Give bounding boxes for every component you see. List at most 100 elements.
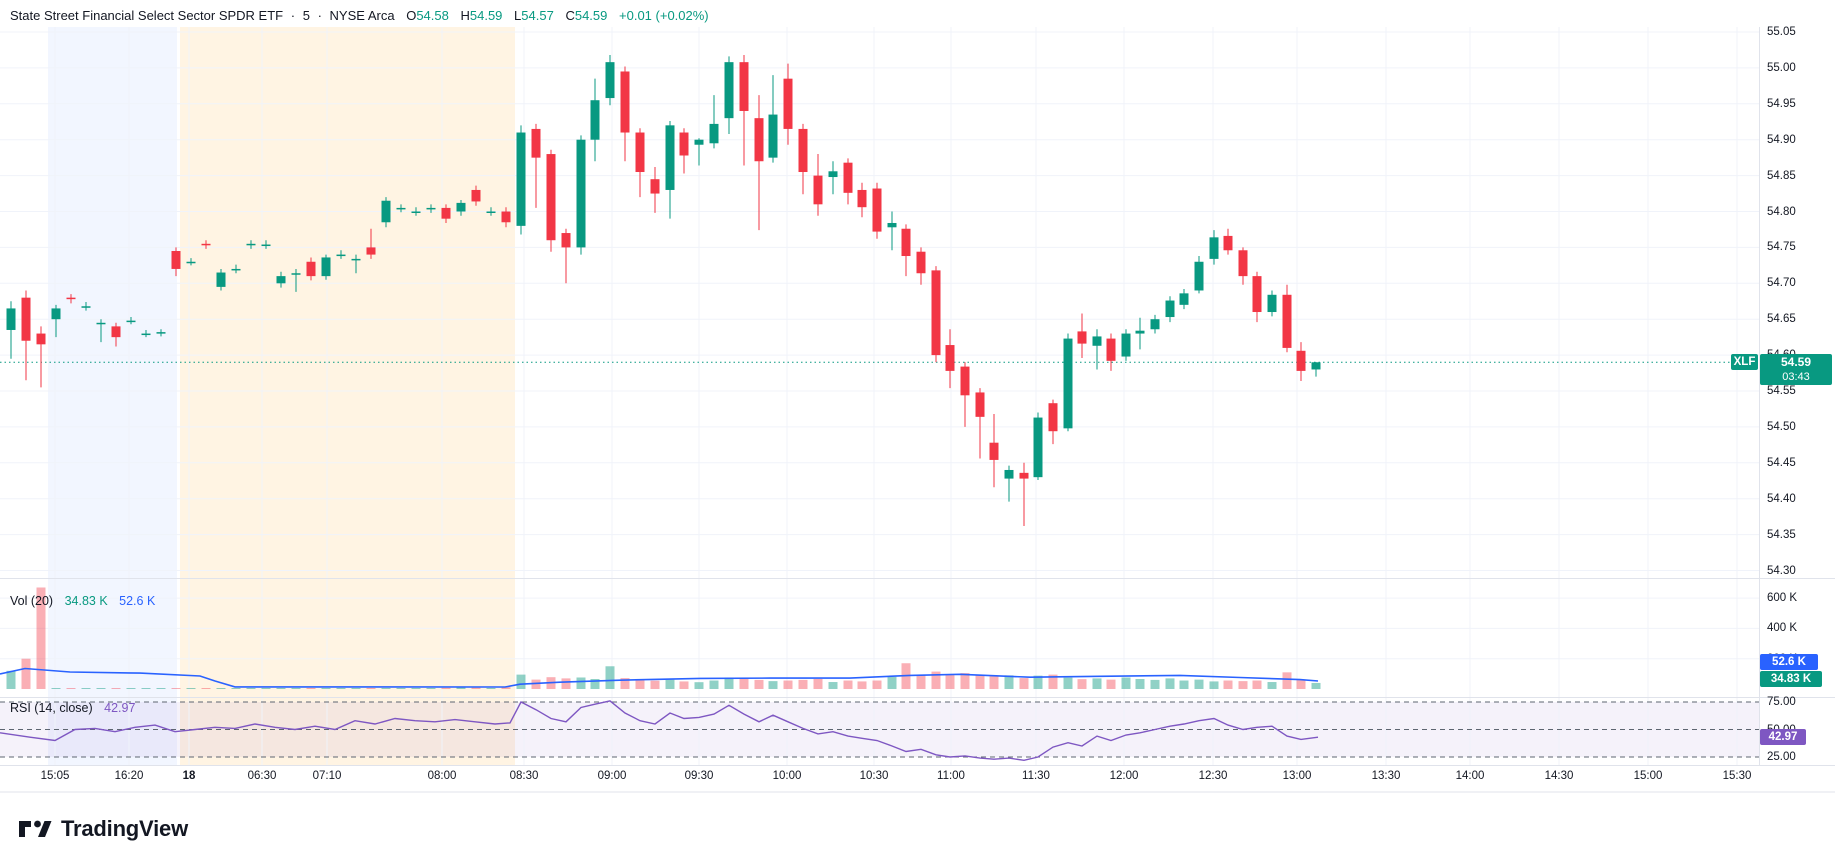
tradingview-logo[interactable]: TradingView bbox=[18, 816, 188, 842]
candle-body bbox=[709, 123, 719, 144]
volume-indicator-label: Vol (20) bbox=[10, 594, 54, 608]
time-axis-label: 06:30 bbox=[247, 770, 277, 782]
price-axis-label: 54.30 bbox=[1767, 564, 1796, 577]
volume-bar bbox=[576, 677, 586, 689]
volume-bar bbox=[1106, 679, 1116, 689]
time-axis-label: 13:30 bbox=[1371, 770, 1401, 782]
volume-bar bbox=[1048, 674, 1058, 689]
candle-body bbox=[1150, 319, 1160, 330]
candle-body bbox=[351, 258, 361, 261]
symbol-legend[interactable]: State Street Financial Select Sector SPD… bbox=[10, 8, 709, 23]
candle-body bbox=[931, 270, 941, 356]
candle-body bbox=[901, 228, 911, 257]
volume-bar bbox=[1223, 680, 1233, 689]
candle-body bbox=[1033, 417, 1043, 478]
rsi-axis-label: 25.00 bbox=[1767, 751, 1796, 763]
candle-body bbox=[261, 244, 271, 247]
volume-bar bbox=[783, 680, 793, 689]
volume-bar bbox=[635, 679, 645, 689]
candle-body bbox=[1282, 294, 1292, 348]
candle-body bbox=[665, 125, 675, 190]
candle-body bbox=[1121, 333, 1131, 357]
candle-body bbox=[51, 308, 61, 320]
volume-bar bbox=[411, 688, 421, 689]
candle-body bbox=[576, 139, 586, 248]
change-value: +0.01 (+0.02%) bbox=[619, 8, 709, 23]
candle-body bbox=[66, 297, 76, 300]
time-axis-label: 14:00 bbox=[1455, 770, 1485, 782]
volume-ma-value: 52.6 K bbox=[119, 594, 156, 608]
time-axis-label: 10:30 bbox=[859, 770, 889, 782]
time-axis-label: 16:20 bbox=[114, 770, 144, 782]
candle-body bbox=[754, 118, 764, 162]
candle-body bbox=[1135, 330, 1145, 334]
volume-bar bbox=[945, 674, 955, 689]
candle-body bbox=[81, 306, 91, 308]
candle-body bbox=[813, 175, 823, 205]
close-value: 54.59 bbox=[574, 8, 608, 23]
volume-bar bbox=[768, 681, 778, 689]
symbol-price-line-badge: XLF bbox=[1731, 354, 1758, 371]
time-axis-label: 10:00 bbox=[772, 770, 802, 782]
volume-bar bbox=[216, 688, 226, 689]
open-label: O bbox=[406, 8, 417, 23]
volume-bar bbox=[620, 678, 630, 689]
volume-bar bbox=[291, 688, 301, 689]
volume-last-value: 34.83 K bbox=[64, 594, 108, 608]
volume-bar bbox=[21, 658, 31, 689]
candle-body bbox=[1296, 350, 1306, 371]
volume-bar bbox=[81, 688, 91, 689]
candle-body bbox=[381, 200, 391, 223]
candle-body bbox=[1077, 331, 1087, 344]
volume-bar bbox=[51, 688, 61, 689]
candle-body bbox=[857, 189, 867, 208]
time-axis-label: 12:00 bbox=[1109, 770, 1139, 782]
candle-body bbox=[6, 308, 16, 330]
volume-bar bbox=[396, 688, 406, 689]
volume-bar bbox=[931, 671, 941, 689]
candle-body bbox=[126, 320, 136, 323]
rsi-legend[interactable]: RSI (14, close) 42.97 bbox=[10, 701, 135, 715]
low-value: 54.57 bbox=[521, 8, 554, 23]
candle-body bbox=[96, 322, 106, 325]
candle-body bbox=[471, 189, 481, 202]
rsi-indicator-label: RSI (14, close) bbox=[10, 701, 93, 715]
candle-body bbox=[975, 392, 985, 417]
candle-body bbox=[1048, 403, 1058, 432]
volume-bar bbox=[1179, 680, 1189, 689]
time-axis-label: 13:00 bbox=[1282, 770, 1312, 782]
candle-body bbox=[396, 207, 406, 210]
candle-body bbox=[216, 272, 226, 287]
candle-body bbox=[590, 100, 600, 140]
candle-body bbox=[516, 132, 526, 226]
volume-bar bbox=[1252, 680, 1262, 689]
volume-ma-badge: 52.6 K bbox=[1760, 653, 1818, 670]
price-axis-label: 54.40 bbox=[1767, 492, 1796, 505]
price-axis-label: 54.35 bbox=[1767, 528, 1796, 541]
candle-body bbox=[501, 211, 511, 223]
time-axis-label: 12:30 bbox=[1198, 770, 1228, 782]
volume-bar bbox=[1209, 681, 1219, 689]
price-axis-label: 54.65 bbox=[1767, 313, 1796, 326]
candle-body bbox=[694, 139, 704, 145]
volume-bar bbox=[709, 680, 719, 689]
exchange-label: NYSE Arca bbox=[329, 8, 395, 23]
volume-bar bbox=[872, 680, 882, 689]
candle-body bbox=[1209, 237, 1219, 259]
high-label: H bbox=[460, 8, 470, 23]
candle-body bbox=[872, 188, 882, 232]
tradingview-logo-icon bbox=[19, 820, 52, 837]
candle-body bbox=[336, 254, 346, 257]
price-axis-label: 54.50 bbox=[1767, 420, 1796, 433]
candle-body bbox=[291, 273, 301, 275]
candle-body bbox=[1004, 469, 1014, 479]
symbol-title: State Street Financial Select Sector SPD… bbox=[10, 8, 284, 23]
candle-body bbox=[546, 154, 556, 241]
last-price-badge: 54.59 03:43 bbox=[1760, 354, 1832, 386]
volume-legend[interactable]: Vol (20) 34.83 K 52.6 K bbox=[10, 594, 155, 608]
volume-bar bbox=[531, 679, 541, 689]
candle-body bbox=[1267, 294, 1277, 313]
volume-bar bbox=[246, 688, 256, 689]
volume-bar bbox=[989, 675, 999, 689]
